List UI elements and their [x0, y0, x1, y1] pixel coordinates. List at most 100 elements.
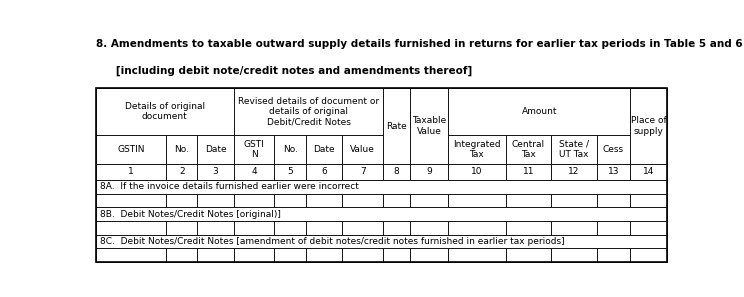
Text: 2: 2 [179, 168, 185, 176]
Bar [383, 221, 410, 235]
Text: Date: Date [205, 145, 226, 154]
Text: 10: 10 [471, 168, 483, 176]
Text: 13: 13 [608, 168, 619, 176]
Bar [506, 248, 551, 262]
Bar [448, 88, 630, 135]
Bar [448, 164, 506, 180]
Bar [383, 164, 410, 180]
Bar [234, 88, 383, 135]
Text: Details of original
document: Details of original document [125, 102, 205, 121]
Bar [275, 194, 306, 207]
Bar [197, 248, 234, 262]
Text: 7: 7 [360, 168, 365, 176]
Text: Place of
supply: Place of supply [631, 116, 667, 136]
Text: Central
Tax: Central Tax [512, 140, 545, 159]
Bar [342, 194, 383, 207]
Bar [166, 194, 197, 207]
Bar [342, 164, 383, 180]
Bar [597, 248, 630, 262]
Bar [96, 164, 166, 180]
Bar [410, 194, 448, 207]
Text: 8B.  Debit Notes/Credit Notes [original)]: 8B. Debit Notes/Credit Notes [original)] [100, 210, 280, 219]
Bar [166, 135, 197, 164]
Bar [383, 194, 410, 207]
Bar [234, 248, 275, 262]
Bar [166, 164, 197, 180]
Bar [96, 135, 166, 164]
Bar [197, 194, 234, 207]
Bar [275, 164, 306, 180]
Text: Date: Date [313, 145, 335, 154]
Bar [306, 135, 342, 164]
Text: 14: 14 [643, 168, 654, 176]
Text: 8A.  If the invoice details furnished earlier were incorrect: 8A. If the invoice details furnished ear… [100, 182, 359, 191]
Bar [306, 194, 342, 207]
Text: No.: No. [174, 145, 189, 154]
Bar [275, 248, 306, 262]
Text: 8C.  Debit Notes/Credit Notes [amendment of debit notes/credit notes furnished i: 8C. Debit Notes/Credit Notes [amendment … [100, 237, 565, 246]
Bar [197, 164, 234, 180]
Bar [96, 88, 667, 262]
Bar [410, 164, 448, 180]
Text: 6: 6 [321, 168, 327, 176]
Text: 5: 5 [287, 168, 293, 176]
Text: Taxable
Value: Taxable Value [411, 116, 446, 136]
Bar [166, 221, 197, 235]
Bar [448, 135, 506, 164]
Text: Rate: Rate [386, 121, 407, 131]
Bar [306, 248, 342, 262]
Bar [234, 135, 275, 164]
Bar [630, 221, 667, 235]
Bar [506, 221, 551, 235]
Bar [410, 221, 448, 235]
Bar [96, 221, 166, 235]
Bar [197, 135, 234, 164]
Bar [448, 221, 506, 235]
Bar [551, 135, 597, 164]
Bar [234, 221, 275, 235]
Text: State /
UT Tax: State / UT Tax [559, 140, 589, 159]
Bar [96, 248, 166, 262]
Bar [96, 235, 667, 248]
Bar [383, 88, 410, 164]
Bar [448, 248, 506, 262]
Bar [96, 88, 234, 135]
Text: 8: 8 [394, 168, 400, 176]
Bar [597, 164, 630, 180]
Bar [410, 248, 448, 262]
Bar [630, 164, 667, 180]
Bar [551, 221, 597, 235]
Text: Cess: Cess [603, 145, 624, 154]
Bar [306, 221, 342, 235]
Bar [306, 164, 342, 180]
Bar [506, 135, 551, 164]
Bar [96, 207, 667, 221]
Bar [630, 194, 667, 207]
Bar [630, 88, 667, 164]
Bar [234, 164, 275, 180]
Bar [342, 221, 383, 235]
Bar [506, 194, 551, 207]
Bar [275, 221, 306, 235]
Bar [383, 248, 410, 262]
Bar [410, 88, 448, 164]
Text: 1: 1 [128, 168, 134, 176]
Text: [including debit note/credit notes and amendments thereof]: [including debit note/credit notes and a… [104, 65, 472, 76]
Text: 11: 11 [522, 168, 534, 176]
Text: 3: 3 [213, 168, 219, 176]
Bar [166, 248, 197, 262]
Text: Revised details of document or
details of original
Debit/Credit Notes: Revised details of document or details o… [238, 97, 379, 127]
Text: 9: 9 [426, 168, 432, 176]
Bar [551, 164, 597, 180]
Bar [342, 135, 383, 164]
Bar [96, 194, 166, 207]
Bar [597, 194, 630, 207]
Bar [597, 221, 630, 235]
Bar [630, 248, 667, 262]
Bar [342, 248, 383, 262]
Bar [448, 194, 506, 207]
Bar [551, 248, 597, 262]
Text: GSTI
N: GSTI N [244, 140, 265, 159]
Bar [506, 164, 551, 180]
Text: Amount: Amount [522, 107, 557, 116]
